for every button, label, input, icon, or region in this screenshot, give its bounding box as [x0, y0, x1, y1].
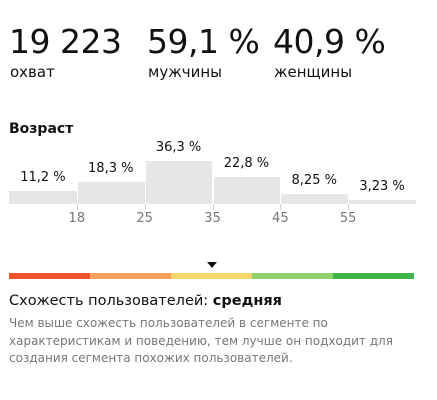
age-axis-tick: 25 [136, 211, 153, 226]
gauge-segment-5 [333, 273, 414, 279]
age-bar [9, 190, 77, 204]
similarity-title: Схожесть пользователей: средняя [9, 292, 282, 310]
age-axis-tick: 55 [339, 211, 357, 226]
female-share-label: женщины [274, 63, 353, 81]
age-axis-tick: 45 [272, 211, 289, 226]
similarity-level: средняя [212, 293, 282, 309]
female-share-value: 40,9 % [273, 22, 386, 61]
age-bar-label: 3,23 % [359, 179, 405, 195]
age-bar-label: 8,25 % [291, 173, 337, 189]
age-axis-tick-line [144, 204, 146, 210]
age-axis-tick-line [280, 204, 282, 210]
age-bar-label: 18,3 % [88, 161, 134, 177]
age-bar-label: 36,3 % [155, 140, 202, 155]
gauge-segment-2 [90, 273, 171, 279]
gauge-segment-3 [171, 273, 252, 279]
age-axis-tick-line [348, 204, 350, 210]
age-bar [281, 194, 349, 204]
age-bar [213, 176, 281, 204]
male-share-value: 59,1 % [147, 22, 260, 61]
age-bar [77, 182, 145, 204]
age-section-title: Возраст [9, 121, 74, 137]
age-bar-label: 22,8 % [223, 155, 270, 171]
age-bar-label: 11,2 % [20, 169, 66, 185]
similarity-title-text: Схожесть пользователей: [9, 293, 213, 309]
reach-label: охват [10, 63, 55, 81]
age-bar [349, 200, 416, 204]
age-axis-tick: 35 [204, 211, 221, 226]
similarity-description: Чем выше схожесть пользователей в сегмен… [9, 316, 393, 365]
age-axis-tick: 18 [68, 211, 86, 226]
gauge-segment-1 [9, 273, 90, 279]
gauge-segment-4 [252, 273, 333, 279]
age-bar [145, 161, 213, 204]
gauge-marker-icon [206, 262, 217, 268]
similarity-gauge [9, 273, 414, 279]
reach-value: 19 223 [9, 22, 122, 61]
male-share-label: мужчины [148, 63, 222, 81]
age-axis-tick-line [76, 204, 78, 210]
age-axis-tick-line [212, 204, 214, 210]
